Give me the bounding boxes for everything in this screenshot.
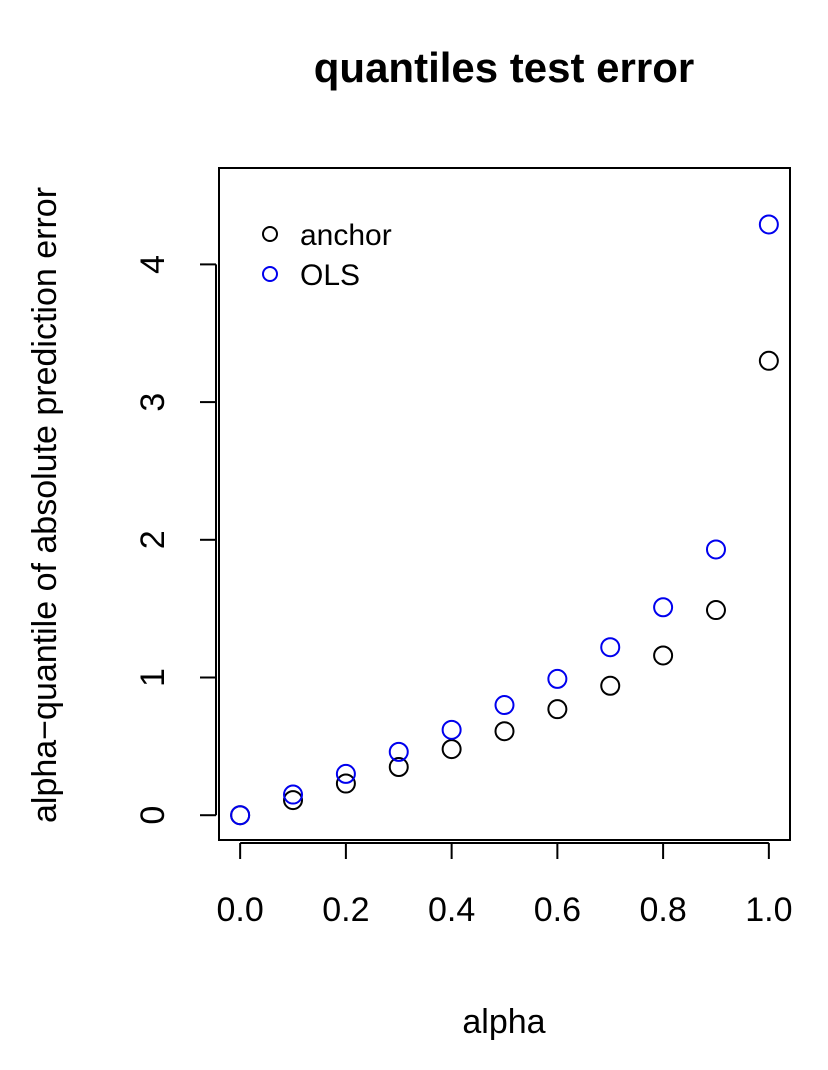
point-anchor [494, 721, 515, 742]
x-tick-label: 1.0 [745, 891, 792, 929]
x-tick-label: 0.4 [428, 891, 475, 929]
plot-frame [218, 167, 791, 841]
legend-marker-anchor [262, 226, 278, 242]
point-anchor [547, 699, 568, 720]
y-tick-label: 4 [134, 255, 172, 274]
y-axis-label: alpha−quantile of absolute prediction er… [26, 187, 64, 823]
point-ols [758, 214, 779, 235]
x-axis-label: alpha [462, 1003, 545, 1041]
point-anchor [283, 790, 304, 811]
legend-label-ols: OLS [300, 259, 360, 292]
point-ols [494, 695, 515, 716]
point-ols [547, 668, 568, 689]
x-tick-label: 0.0 [217, 891, 264, 929]
point-anchor [441, 739, 462, 760]
point-anchor [758, 350, 779, 371]
series-anchor [230, 350, 779, 826]
y-tick-label: 1 [134, 668, 172, 687]
y-tick-label: 2 [134, 530, 172, 549]
y-axis: 0 1 2 3 4 [134, 255, 217, 825]
point-ols [653, 597, 674, 618]
point-anchor [705, 600, 726, 621]
chart-title: quantiles test error [314, 44, 694, 91]
point-anchor [653, 645, 674, 666]
point-ols [335, 763, 356, 784]
point-ols [388, 741, 409, 762]
point-anchor [388, 757, 409, 778]
data-points [230, 214, 779, 826]
x-tick-label: 0.2 [322, 891, 369, 929]
legend-label-anchor: anchor [300, 219, 392, 252]
x-axis: 0.0 0.2 0.4 0.6 0.8 1.0 [217, 842, 792, 929]
y-tick-label: 0 [134, 806, 172, 825]
point-ols [705, 539, 726, 560]
x-tick-label: 0.6 [534, 891, 581, 929]
point-ols [441, 719, 462, 740]
point-anchor [600, 675, 621, 696]
legend: anchor OLS [262, 219, 392, 292]
y-tick-label: 3 [134, 393, 172, 412]
point-ols [283, 784, 304, 805]
point-ols [600, 637, 621, 658]
point-ols [230, 805, 251, 826]
x-tick-label: 0.8 [639, 891, 686, 929]
legend-marker-ols [262, 266, 278, 282]
series-ols [230, 214, 779, 826]
point-anchor [335, 773, 356, 794]
